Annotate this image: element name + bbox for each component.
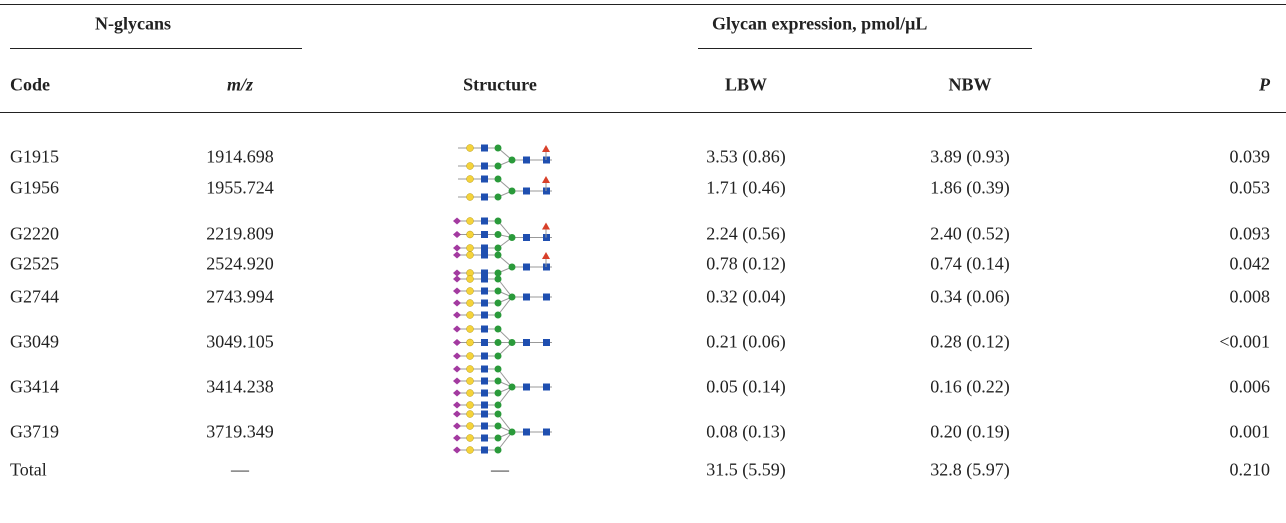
nbw-cell: 0.16 (0.22) bbox=[930, 376, 1010, 397]
nbw-cell: 32.8 (5.97) bbox=[930, 459, 1010, 480]
glycan-structure bbox=[453, 324, 552, 360]
code-cell: G3049 bbox=[10, 331, 59, 352]
mz-cell: 2743.994 bbox=[206, 286, 274, 307]
column-header: NBW bbox=[948, 74, 992, 95]
glycan-structure bbox=[453, 365, 552, 409]
p-cell: 0.008 bbox=[1229, 286, 1271, 307]
group-rule bbox=[10, 48, 302, 49]
glycan-structure bbox=[453, 410, 552, 454]
code-cell: G3719 bbox=[10, 421, 59, 442]
lbw-cell: 0.78 (0.12) bbox=[706, 253, 786, 274]
code-cell: G2525 bbox=[10, 253, 59, 274]
mz-cell: 1914.698 bbox=[206, 146, 274, 167]
code-cell: G3414 bbox=[10, 376, 59, 397]
group-header: Glycan expression, pmol/μL bbox=[712, 13, 928, 34]
glycan-structure bbox=[458, 175, 552, 201]
p-cell: 0.053 bbox=[1229, 177, 1271, 198]
mz-cell: 3414.238 bbox=[206, 376, 274, 397]
nbw-cell: 0.74 (0.14) bbox=[930, 253, 1010, 274]
lbw-cell: 0.05 (0.14) bbox=[706, 376, 786, 397]
nbw-cell: 1.86 (0.39) bbox=[930, 177, 1010, 198]
glycan-structure bbox=[453, 216, 552, 252]
lbw-cell: 31.5 (5.59) bbox=[706, 459, 786, 480]
column-header: Structure bbox=[463, 74, 537, 95]
lbw-cell: 3.53 (0.86) bbox=[706, 146, 786, 167]
nbw-cell: 0.34 (0.06) bbox=[930, 286, 1010, 307]
mz-cell: — bbox=[231, 459, 249, 480]
group-rule bbox=[698, 48, 1032, 49]
lbw-cell: 0.21 (0.06) bbox=[706, 331, 786, 352]
code-cell: G1956 bbox=[10, 177, 59, 198]
glycan-structure bbox=[453, 251, 552, 277]
mz-cell: 2524.920 bbox=[206, 253, 274, 274]
nbw-cell: 0.20 (0.19) bbox=[930, 421, 1010, 442]
p-cell: 0.093 bbox=[1229, 223, 1271, 244]
code-cell: Total bbox=[10, 459, 47, 480]
mz-cell: 1955.724 bbox=[206, 177, 274, 198]
glycan-structure bbox=[453, 275, 552, 319]
structure-cell: — bbox=[491, 459, 509, 480]
nbw-cell: 2.40 (0.52) bbox=[930, 223, 1010, 244]
column-header: LBW bbox=[724, 74, 768, 95]
p-cell: 0.210 bbox=[1229, 459, 1271, 480]
p-cell: 0.042 bbox=[1229, 253, 1271, 274]
group-header: N-glycans bbox=[95, 13, 171, 34]
lbw-cell: 0.08 (0.13) bbox=[706, 421, 786, 442]
lbw-cell: 2.24 (0.56) bbox=[706, 223, 786, 244]
nbw-cell: 3.89 (0.93) bbox=[930, 146, 1010, 167]
lbw-cell: 0.32 (0.04) bbox=[706, 286, 786, 307]
mz-cell: 2219.809 bbox=[206, 223, 274, 244]
column-header: m/z bbox=[226, 74, 254, 95]
mz-cell: 3049.105 bbox=[206, 331, 274, 352]
p-cell: 0.006 bbox=[1229, 376, 1271, 397]
code-cell: G1915 bbox=[10, 146, 59, 167]
p-cell: <0.001 bbox=[1219, 331, 1270, 352]
header-rule bbox=[0, 112, 1286, 113]
nbw-cell: 0.28 (0.12) bbox=[930, 331, 1010, 352]
code-cell: G2220 bbox=[10, 223, 59, 244]
p-cell: 0.039 bbox=[1229, 146, 1271, 167]
mz-cell: 3719.349 bbox=[206, 421, 274, 442]
column-header: Code bbox=[10, 74, 50, 95]
glycan-structure bbox=[458, 144, 552, 170]
p-cell: 0.001 bbox=[1229, 421, 1271, 442]
lbw-cell: 1.71 (0.46) bbox=[706, 177, 786, 198]
top-rule bbox=[0, 4, 1286, 5]
column-header: P bbox=[1259, 74, 1270, 95]
code-cell: G2744 bbox=[10, 286, 59, 307]
